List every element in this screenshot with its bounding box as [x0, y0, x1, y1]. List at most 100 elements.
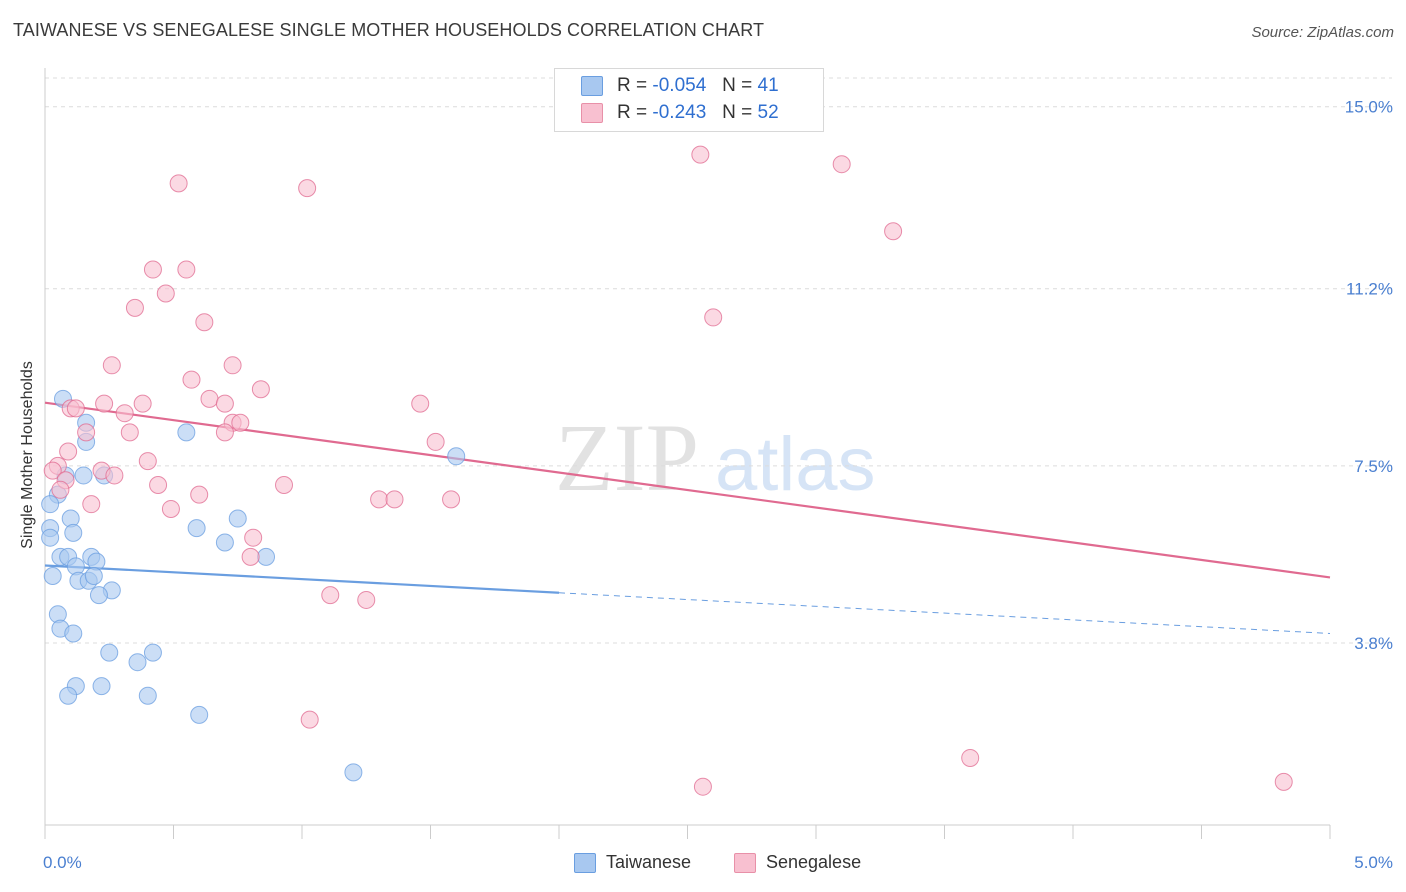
senegalese-point	[177, 260, 196, 279]
senegalese-point	[961, 748, 980, 767]
taiwanese-point	[177, 423, 196, 442]
senegalese-point	[215, 394, 234, 413]
senegalese-point	[832, 155, 851, 174]
senegalese-point	[215, 423, 234, 442]
senegalese-point	[138, 452, 157, 471]
senegalese-point	[385, 490, 404, 509]
senegalese-point	[66, 399, 85, 418]
senegalese-point	[43, 461, 62, 480]
taiwanese-point	[228, 509, 247, 528]
y-tick-label: 11.2%	[1346, 280, 1393, 299]
x-tick-label: 5.0%	[1354, 853, 1393, 872]
taiwanese-point	[100, 643, 119, 662]
senegalese-point	[190, 485, 209, 504]
y-tick-label: 3.8%	[1354, 634, 1393, 653]
n-label: N =	[722, 102, 753, 123]
legend-taiwanese: Taiwanese	[574, 852, 691, 873]
n-value: 52	[757, 102, 779, 123]
taiwanese-point	[138, 686, 157, 705]
senegalese-point	[149, 476, 168, 495]
legend-row-senegalese: R = -0.243 N = 52	[581, 102, 779, 124]
senegalese-point	[1274, 772, 1293, 791]
senegalese-point	[169, 174, 188, 193]
senegalese-point	[105, 466, 124, 485]
taiwanese-point	[344, 763, 363, 782]
senegalese-point	[370, 490, 389, 509]
taiwanese-legend-label: Taiwanese	[606, 852, 692, 872]
taiwanese-point	[187, 519, 206, 538]
taiwanese-point	[64, 523, 83, 542]
senegalese-point	[182, 370, 201, 389]
senegalese-point	[704, 308, 723, 327]
taiwanese-point	[190, 705, 209, 724]
watermark-atlas: atlas	[715, 422, 876, 507]
senegalese-trend-line	[44, 401, 1331, 579]
zipatlas-watermark: ZIP atlas	[555, 404, 876, 511]
senegalese-point	[251, 380, 270, 399]
senegalese-point	[59, 442, 78, 461]
senegalese-point	[298, 179, 317, 198]
senegalese-point	[693, 777, 712, 796]
senegalese-point	[357, 590, 376, 609]
taiwanese-point	[92, 677, 111, 696]
taiwanese-point	[128, 653, 147, 672]
legend-row-taiwanese: R = -0.054 N = 41	[581, 75, 779, 97]
senegalese-point	[133, 394, 152, 413]
taiwanese-point	[89, 586, 108, 605]
legend-senegalese: Senegalese	[734, 852, 861, 873]
y-tick-label: 15.0%	[1345, 98, 1393, 117]
senegalese-point	[115, 404, 134, 423]
senegalese-swatch	[581, 103, 603, 123]
taiwanese-point	[257, 547, 276, 566]
taiwanese-point	[74, 466, 93, 485]
n-value: 41	[757, 75, 779, 96]
r-value: -0.243	[652, 102, 707, 123]
r-value: -0.054	[652, 75, 707, 96]
senegalese-point	[125, 298, 144, 317]
senegalese-point	[275, 476, 294, 495]
senegalese-legend-label: Senegalese	[766, 852, 862, 872]
taiwanese-point	[143, 643, 162, 662]
taiwanese-point	[43, 567, 62, 585]
n-label: N =	[722, 75, 753, 96]
taiwanese-point	[84, 567, 103, 585]
x-tick-label: 0.0%	[43, 853, 82, 872]
senegalese-point	[231, 413, 250, 432]
senegalese-point	[426, 432, 445, 451]
senegalese-point	[223, 356, 242, 375]
senegalese-point	[156, 284, 175, 303]
senegalese-point	[143, 260, 162, 279]
stats-legend: R = -0.054 N = 41 R = -0.243 N = 52	[554, 68, 824, 132]
senegalese-point	[120, 423, 139, 442]
y-tick-label: 7.5%	[1354, 457, 1393, 476]
r-label: R =	[617, 75, 648, 96]
senegalese-point	[691, 145, 710, 164]
source-label: Source: ZipAtlas.com	[1251, 24, 1394, 41]
senegalese-point	[442, 490, 461, 509]
taiwanese-point	[447, 447, 466, 466]
senegalese-point	[77, 423, 96, 442]
r-label: R =	[617, 102, 648, 123]
senegalese-point	[241, 547, 260, 566]
senegalese-point	[195, 313, 214, 332]
senegalese-point	[51, 480, 70, 499]
taiwanese-point	[59, 686, 78, 705]
senegalese-point	[321, 586, 340, 605]
senegalese-point	[82, 495, 101, 514]
watermark-zip: ZIP	[555, 404, 699, 511]
senegalese-legend-swatch	[734, 852, 756, 873]
senegalese-point	[884, 222, 903, 241]
taiwanese-point	[41, 495, 60, 514]
senegalese-point	[200, 389, 219, 408]
senegalese-point	[102, 356, 121, 375]
taiwanese-trend-line	[44, 564, 560, 594]
taiwanese-point	[215, 533, 234, 552]
taiwanese-swatch	[581, 76, 603, 96]
taiwanese-legend-swatch	[574, 852, 596, 873]
taiwanese-point	[41, 528, 60, 547]
senegalese-point	[161, 499, 180, 518]
senegalese-point	[244, 528, 263, 547]
senegalese-point	[300, 710, 319, 729]
senegalese-point	[411, 394, 430, 413]
